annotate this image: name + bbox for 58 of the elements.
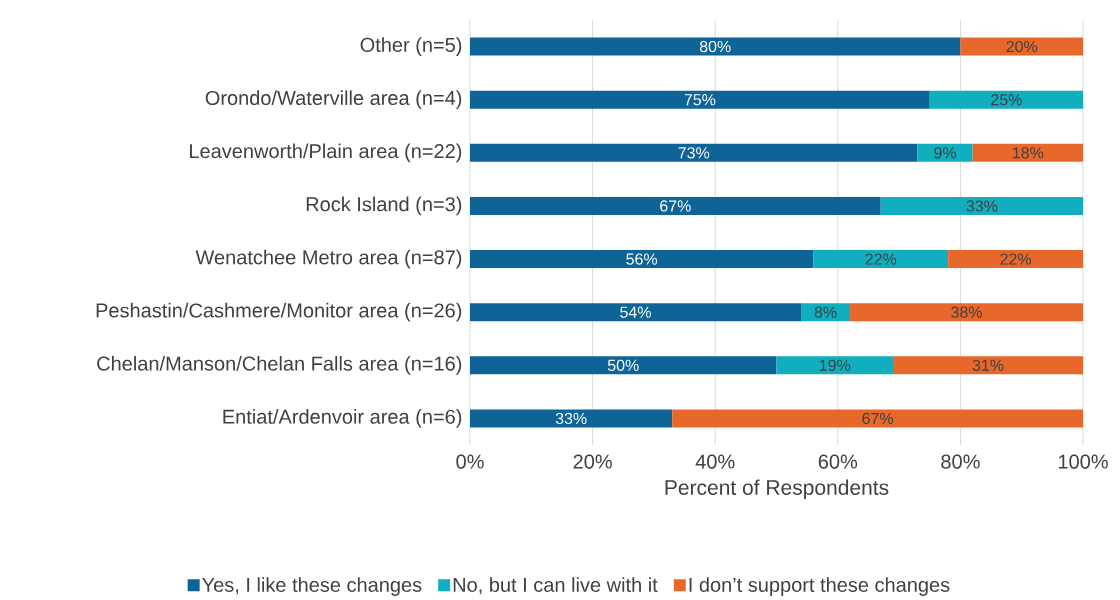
data-label: 67% <box>660 200 691 212</box>
bar <box>801 303 851 322</box>
x-tick-label: 40% <box>695 454 735 469</box>
data-label: 22% <box>1000 253 1032 265</box>
legend-label: I don’t support these changes <box>689 577 950 596</box>
bar <box>892 356 1084 375</box>
bar <box>880 196 1084 215</box>
data-label: 20% <box>1006 40 1038 53</box>
data-label: 56% <box>626 253 658 265</box>
bar <box>929 90 1084 109</box>
data-label: 54% <box>620 306 651 318</box>
bar <box>672 409 1084 428</box>
bar <box>470 303 802 322</box>
bar <box>813 250 949 269</box>
data-label: 73% <box>678 147 710 159</box>
y-tick-label: Other (n=5) <box>360 37 462 56</box>
bar <box>470 356 777 375</box>
bar <box>470 196 881 215</box>
data-label: 25% <box>991 94 1022 106</box>
bar <box>948 250 1084 269</box>
y-tick-label: Peshastin/Cashmere/Monitor area (n=26) <box>96 302 462 322</box>
data-label: 75% <box>684 94 716 106</box>
bar <box>850 303 1084 322</box>
bar <box>470 143 918 162</box>
x-tick-label: 60% <box>818 454 858 469</box>
bar <box>470 409 673 428</box>
bar <box>470 90 930 109</box>
y-tick-label: Chelan/Manson/Chelan Falls area (n=16) <box>97 355 462 375</box>
y-tick-label: Orondo/Waterville area (n=4) <box>205 90 462 110</box>
x-tick-label: 20% <box>573 454 612 469</box>
data-label: 38% <box>951 306 982 318</box>
data-label: 31% <box>972 359 1004 371</box>
x-tick-label: 0% <box>456 454 484 469</box>
legend-label: Yes, I like these changes <box>202 577 422 596</box>
data-label: 19% <box>819 359 851 371</box>
bar <box>960 37 1084 56</box>
data-label: 33% <box>966 200 998 212</box>
bar <box>972 143 1084 162</box>
x-tick-label: 100% <box>1058 454 1108 469</box>
bar <box>470 250 814 269</box>
data-label: 50% <box>607 359 639 371</box>
y-tick-label: Rock Island (n=3) <box>306 196 462 216</box>
data-label: 22% <box>865 253 897 265</box>
data-label: 18% <box>1013 147 1044 159</box>
y-tick-label: Leavenworth/Plain area (n=22) <box>190 143 462 163</box>
x-axis-title: Percent of Respondents <box>665 479 889 500</box>
data-label: 67% <box>862 412 894 425</box>
x-tick-label: 80% <box>941 454 980 469</box>
bar <box>776 356 893 375</box>
bar <box>470 37 961 56</box>
data-label: 80% <box>699 40 731 53</box>
bar <box>917 143 973 162</box>
data-label: 9% <box>934 147 957 159</box>
y-tick-label: Entiat/Ardenvoir area (n=6) <box>223 409 462 428</box>
data-label: 33% <box>555 412 587 425</box>
y-tick-label: Wenatchee Metro area (n=87) <box>195 249 462 269</box>
legend-label: No, but I can live with it <box>453 577 658 595</box>
data-label: 8% <box>814 306 837 318</box>
